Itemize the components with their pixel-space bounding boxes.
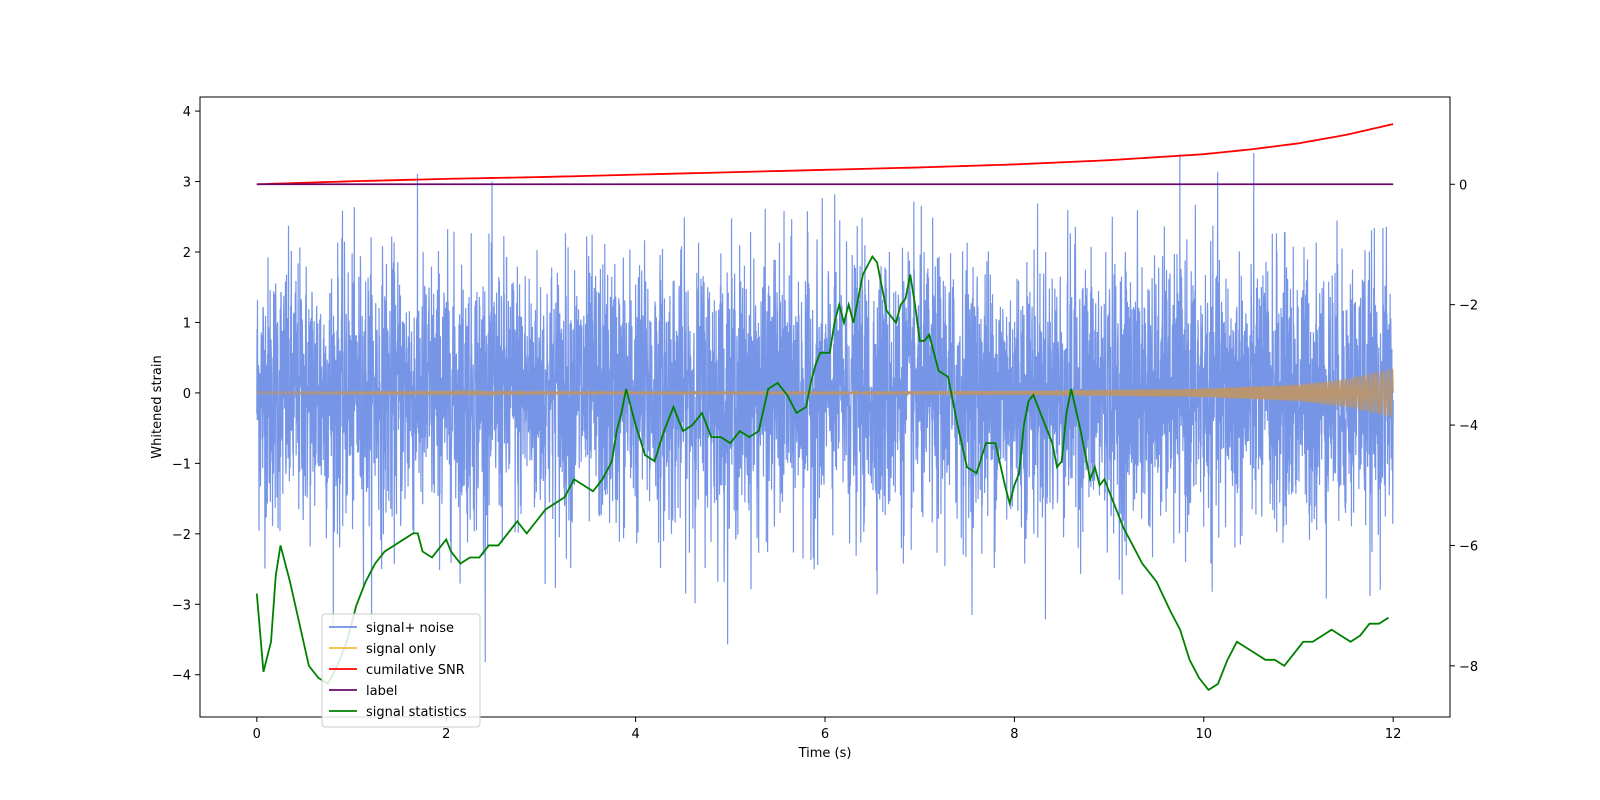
series-signal-statistics	[255, 254, 1389, 692]
y-tick-label-left: −2	[172, 528, 191, 543]
y-tick-label-left: 1	[183, 316, 191, 331]
series-cumulative-snr	[256, 123, 1394, 186]
y-tick-label-left: −3	[172, 598, 191, 613]
legend: signal+ noise signal only cumilative SNR la…	[321, 613, 481, 728]
x-tick-label: 6	[821, 727, 829, 742]
y-tick-label-left: −4	[172, 669, 191, 684]
x-tick-label: 4	[631, 727, 639, 742]
y-axis-right: 0 −2 −4 −6 −8	[1450, 178, 1478, 675]
x-tick-label: 0	[253, 727, 261, 742]
legend-label: signal only	[366, 642, 436, 657]
y-tick-label-right: −8	[1459, 660, 1478, 675]
y-tick-label-left: 0	[183, 387, 191, 402]
y-tick-label-right: −4	[1459, 419, 1478, 434]
legend-label: cumilative SNR	[366, 663, 465, 678]
legend-label: signal+ noise	[366, 621, 454, 636]
y-tick-label-right: 0	[1459, 178, 1467, 193]
y-tick-label-right: −6	[1459, 539, 1478, 554]
legend-label: signal statistics	[366, 705, 467, 720]
y-tick-label-left: 2	[183, 246, 191, 261]
legend-box	[321, 613, 481, 728]
series-signal-plus-noise	[256, 153, 1394, 663]
x-axis-label: Time (s)	[798, 746, 852, 761]
y-axis-label: Whitened strain	[150, 355, 165, 458]
x-tick-label: 10	[1196, 727, 1213, 742]
y-tick-label-left: 4	[183, 105, 191, 120]
series-layer	[255, 123, 1394, 692]
x-tick-label: 2	[442, 727, 450, 742]
y-tick-label-left: 3	[183, 176, 191, 191]
x-tick-label: 12	[1385, 727, 1402, 742]
legend-label: label	[366, 684, 397, 699]
y-tick-label-right: −2	[1459, 299, 1478, 314]
y-tick-label-left: −1	[172, 457, 191, 472]
series-signal-only	[256, 368, 1394, 417]
x-tick-label: 8	[1010, 727, 1018, 742]
y-axis-left: 4 3 2 1 0 −1 −2 −3 −4	[172, 105, 200, 684]
